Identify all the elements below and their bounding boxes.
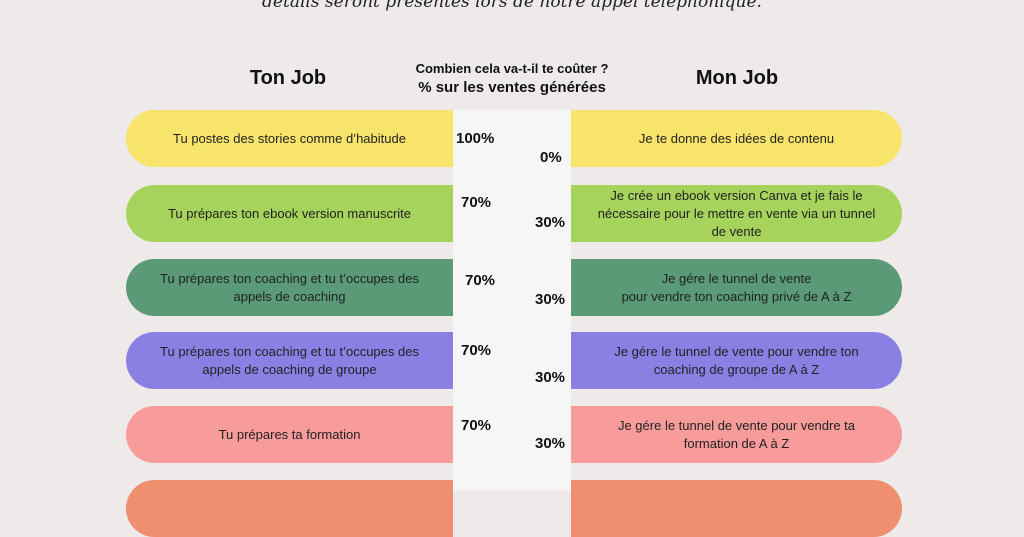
left-pct-row-1: 100% bbox=[456, 130, 495, 147]
right-text: Je gére le tunnel de vente pour vendre t… bbox=[617, 417, 856, 451]
right-pct-row-1: 0% bbox=[540, 149, 562, 166]
left-pill-row-4: Tu prépares ton coaching et tu t’occupes… bbox=[126, 332, 453, 389]
right-text: Je crée un ebook version Canva et je fai… bbox=[597, 187, 876, 239]
right-text: Je gére le tunnel de vente pour vendre t… bbox=[614, 343, 859, 377]
right-pct-row-5: 30% bbox=[535, 435, 566, 452]
right-text: Je te donne des idées de contenu bbox=[638, 130, 835, 146]
left-text: Tu prépares ta formation bbox=[218, 426, 361, 442]
center-column bbox=[453, 110, 571, 490]
left-pill-row-3: Tu prépares ton coaching et tu t’occupes… bbox=[126, 259, 453, 316]
right-pill-row-5: Je gére le tunnel de vente pour vendre t… bbox=[571, 406, 902, 463]
left-pill-row-5: Tu prépares ta formation bbox=[126, 406, 453, 463]
left-text: Tu prépares ton coaching et tu t’occupes… bbox=[160, 270, 419, 304]
left-column-title: Ton Job bbox=[249, 67, 327, 89]
left-pill-row-6 bbox=[126, 480, 453, 537]
left-pct-row-2: 70% bbox=[461, 194, 492, 211]
right-pill-row-6 bbox=[571, 480, 902, 537]
right-pill-row-2: Je crée un ebook version Canva et je fai… bbox=[571, 185, 902, 242]
right-text: Je gére le tunnel de vente pour vendre t… bbox=[621, 270, 852, 304]
left-text: Tu prépares ton ebook version manuscrite bbox=[167, 205, 412, 221]
right-pill-row-4: Je gére le tunnel de vente pour vendre t… bbox=[571, 332, 902, 389]
cost-question: Combien cela va-t-il te coûter ? bbox=[415, 61, 609, 76]
right-pill-row-3: Je gére le tunnel de vente pour vendre t… bbox=[571, 259, 902, 316]
left-pill-row-2: Tu prépares ton ebook version manuscrite bbox=[126, 185, 453, 242]
intro-text: détails seront présentés lors de notre a… bbox=[262, 0, 762, 12]
left-text: Tu postes des stories comme d’habitude bbox=[173, 130, 406, 146]
right-column-title: Mon Job bbox=[695, 67, 779, 89]
left-text: Tu prépares ton coaching et tu t’occupes… bbox=[160, 343, 419, 377]
left-pct-row-3: 70% bbox=[465, 272, 496, 289]
right-pill-row-1: Je te donne des idées de contenu bbox=[571, 110, 902, 167]
left-pct-row-4: 70% bbox=[461, 342, 492, 359]
right-pct-row-2: 30% bbox=[535, 214, 566, 231]
left-pct-row-5: 70% bbox=[461, 417, 492, 434]
left-pill-row-1: Tu postes des stories comme d’habitude bbox=[126, 110, 453, 167]
right-pct-row-3: 30% bbox=[535, 291, 566, 308]
right-pct-row-4: 30% bbox=[535, 369, 566, 386]
percentage-subtitle: % sur les ventes générées bbox=[418, 79, 606, 96]
